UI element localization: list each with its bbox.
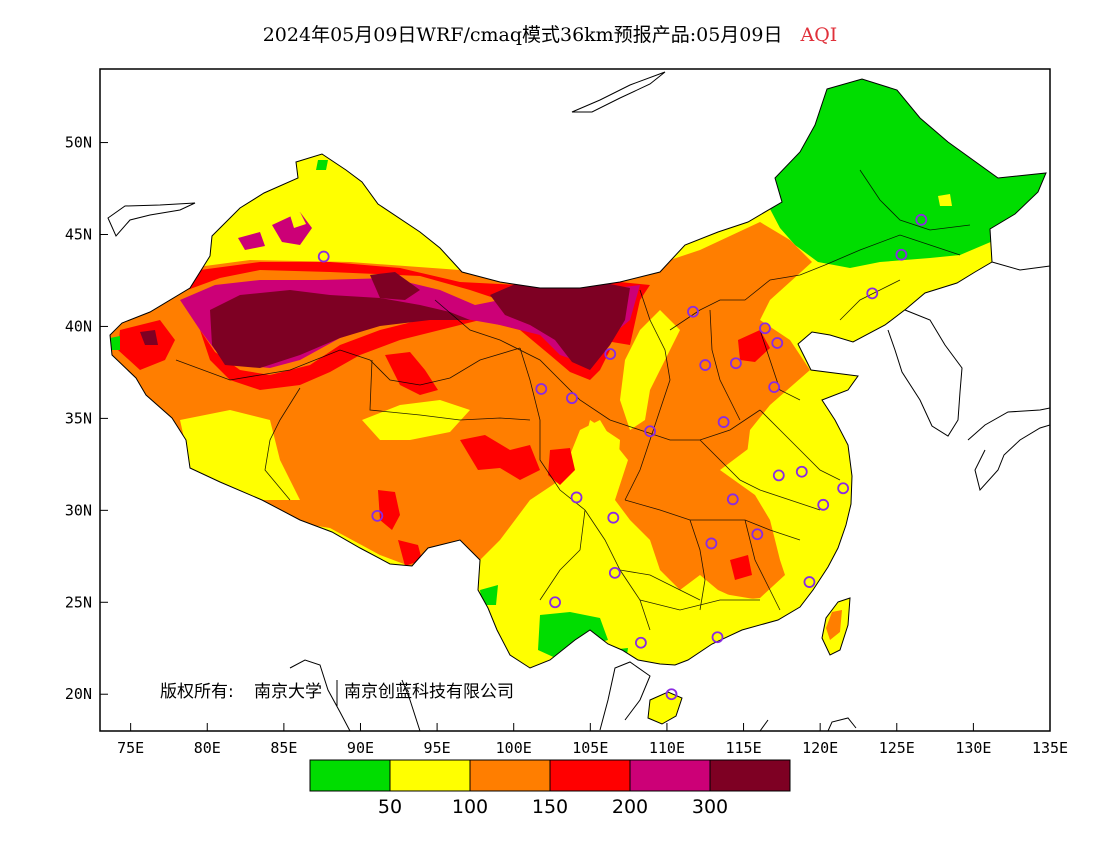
map-title: 2024年05月09日WRF/cmaq模式36km预报产品:05月09日 AQI [0, 20, 1100, 47]
station-marker [772, 469, 785, 482]
station-marker [711, 631, 724, 644]
station-marker [726, 493, 739, 506]
coastlines [107, 71, 1050, 731]
legend-label: 100 [452, 796, 488, 818]
legend-label: 300 [692, 796, 728, 818]
lon-tick-label: 90E [347, 739, 374, 757]
station-marker [699, 359, 712, 371]
station-marker [768, 381, 781, 394]
station-marker [771, 337, 784, 349]
station-marker [751, 528, 764, 541]
legend-swatch [629, 759, 711, 792]
station-marker [604, 348, 617, 360]
lon-tick-label: 130E [955, 739, 991, 757]
lon-tick-label: 105E [572, 739, 608, 757]
lat-tick-label: 35N [65, 409, 92, 427]
lon-tick-label: 80E [194, 739, 221, 757]
legend-swatch [469, 759, 551, 792]
station-marker [729, 357, 742, 370]
lat-tick-label: 25N [65, 593, 92, 611]
lon-tick-label: 95E [424, 739, 451, 757]
station-marker [371, 509, 384, 522]
station-marker [705, 537, 718, 550]
provincial-boundaries [175, 169, 971, 631]
hainan [647, 691, 683, 725]
legend-label: 200 [612, 796, 648, 818]
lon-tick-label: 115E [725, 739, 761, 757]
lon-tick-label: 100E [496, 739, 532, 757]
station-marker [915, 213, 928, 226]
station-marker [570, 491, 583, 504]
lat-tick-label: 50N [65, 134, 92, 152]
station-marker [717, 416, 730, 428]
taiwan-orange [826, 610, 842, 640]
legend-swatch [549, 759, 631, 792]
legend-swatch [389, 759, 471, 792]
legend-label: 50 [378, 796, 402, 818]
lon-tick-label: 110E [649, 739, 685, 757]
lon-tick-label: 75E [117, 739, 144, 757]
legend-swatch [709, 759, 791, 792]
lat-tick-label: 40N [65, 317, 92, 335]
station-marker [535, 383, 548, 395]
national-boundary [109, 78, 1047, 669]
station-marker [608, 566, 621, 579]
latitude-axis: 50N 45N 40N 35N 30N 25N 20N [65, 134, 108, 703]
station-marker [607, 511, 620, 524]
copyright-org1: 南京大学 [254, 682, 322, 702]
station-marker [644, 425, 656, 438]
copyright-prefix: 版权所有: [160, 682, 234, 702]
station-marker [895, 248, 908, 261]
station-marker [665, 688, 678, 701]
station-marker [634, 636, 647, 649]
variable-label: AQI [800, 24, 838, 46]
copyright-org2: 南京创蓝科技有限公司 [344, 682, 514, 702]
lon-tick-label: 120E [802, 739, 838, 757]
station-marker [759, 322, 771, 335]
aqi-legend: 50 100 150 200 300 [309, 759, 791, 818]
station-markers [317, 213, 928, 701]
lon-tick-label: 85E [270, 739, 297, 757]
station-marker [803, 576, 816, 588]
station-marker [837, 482, 850, 495]
station-marker [549, 596, 561, 609]
plot-frame [99, 68, 1051, 732]
station-marker [866, 287, 879, 300]
legend-label: 150 [532, 796, 568, 818]
lat-tick-label: 30N [65, 501, 92, 519]
longitude-axis: 75E 80E 85E 90E 95E 100E 105E 110E 115E 120E 125E 1… [117, 723, 1068, 757]
station-marker [317, 250, 330, 263]
station-marker [817, 498, 830, 511]
station-marker [687, 305, 699, 318]
copyright: 版权所有: 南京大学 南京创蓝科技有限公司 [160, 680, 514, 706]
title-text: 2024年05月09日WRF/cmaq模式36km预报产品:05月09日 [262, 24, 783, 46]
station-marker [566, 392, 578, 405]
legend-swatch [309, 759, 391, 792]
lat-tick-label: 20N [65, 685, 92, 703]
lon-tick-label: 125E [879, 739, 915, 757]
lon-tick-label: 135E [1032, 739, 1068, 757]
lat-tick-label: 45N [65, 226, 92, 244]
station-marker [795, 465, 808, 478]
